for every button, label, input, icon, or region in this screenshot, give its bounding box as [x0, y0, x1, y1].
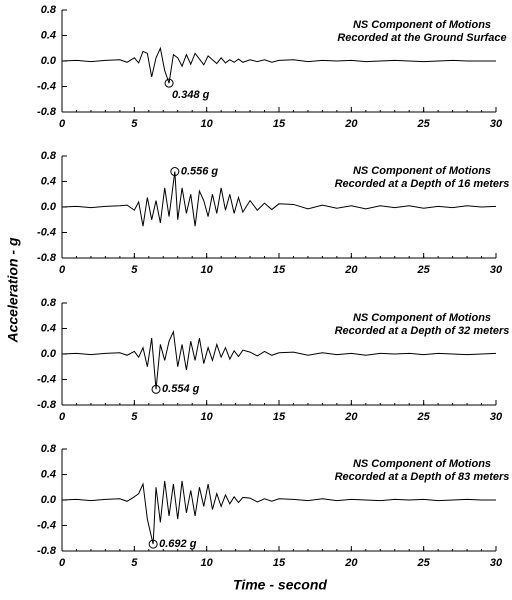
y-tick-label: -0.4 [37, 226, 56, 238]
panel-title: NS Component of Motions [353, 312, 491, 324]
y-tick-label: -0.8 [37, 106, 57, 118]
peak-marker [148, 539, 158, 549]
y-tick-label: -0.4 [37, 373, 56, 385]
x-tick-label: 30 [490, 264, 503, 276]
y-tick-label: -0.4 [37, 519, 56, 531]
x-tick-label: 15 [273, 118, 286, 130]
signal-line [61, 46, 496, 84]
x-tick-label: 5 [131, 411, 138, 423]
y-tick-label: -0.8 [37, 545, 57, 557]
signal-line [61, 480, 496, 545]
y-axis-label: Acceleration - g [5, 237, 21, 343]
x-tick-label: 15 [273, 264, 286, 276]
x-tick-label: 30 [490, 411, 503, 423]
x-tick-label: 25 [417, 118, 431, 130]
peak-marker [164, 78, 174, 88]
y-tick-label: 0.0 [41, 55, 57, 67]
x-tick-label: 0 [59, 264, 66, 276]
x-tick-label: 10 [201, 264, 214, 276]
y-tick-label: 0.8 [41, 297, 57, 309]
peak-label: 0.556 g [181, 165, 219, 177]
peak-label: 0.348 g [172, 89, 210, 101]
y-tick-label: 0.4 [41, 29, 56, 41]
y-tick-label: 0.8 [41, 150, 57, 162]
x-tick-label: 5 [131, 118, 138, 130]
x-axis-label: Time - second [233, 577, 327, 593]
signal-line [61, 171, 497, 227]
x-tick-label: 30 [490, 118, 503, 130]
panel-title: Recorded at the Ground Surface [337, 32, 506, 44]
x-tick-label: 0 [59, 118, 66, 130]
y-tick-label: 0.4 [41, 468, 56, 480]
y-tick-label: 0.0 [41, 494, 57, 506]
panel-title: Recorded at a Depth of 16 meters [335, 178, 510, 190]
x-tick-label: 10 [201, 411, 214, 423]
y-tick-label: 0.4 [41, 175, 56, 187]
panel-title: Recorded at a Depth of 83 meters [335, 471, 510, 483]
x-tick-label: 20 [344, 264, 358, 276]
panel-title: NS Component of Motions [353, 19, 491, 31]
peak-label: 0.554 g [162, 383, 200, 395]
panel-title: Recorded at a Depth of 32 meters [335, 325, 510, 337]
x-tick-label: 25 [417, 411, 431, 423]
x-tick-label: 20 [344, 557, 358, 569]
x-tick-label: 25 [417, 264, 431, 276]
y-tick-label: -0.8 [37, 399, 57, 411]
panel-title: NS Component of Motions [353, 165, 491, 177]
peak-marker [151, 384, 161, 394]
y-tick-label: 0.8 [41, 443, 57, 455]
peak-label: 0.692 g [159, 538, 197, 550]
x-tick-label: 15 [273, 557, 286, 569]
x-tick-label: 30 [490, 557, 503, 569]
x-tick-label: 10 [201, 557, 214, 569]
y-tick-label: 0.0 [41, 348, 57, 360]
x-tick-label: 0 [59, 411, 66, 423]
x-tick-label: 5 [131, 264, 138, 276]
y-tick-label: 0.4 [41, 322, 56, 334]
panel-title: NS Component of Motions [353, 458, 491, 470]
x-tick-label: 15 [273, 411, 286, 423]
x-tick-label: 5 [131, 557, 138, 569]
x-tick-label: 20 [344, 118, 358, 130]
y-tick-label: -0.8 [37, 252, 57, 264]
y-tick-label: 0.0 [41, 201, 57, 213]
y-tick-label: 0.8 [41, 4, 57, 16]
x-tick-label: 10 [201, 118, 214, 130]
x-tick-label: 0 [59, 557, 66, 569]
x-tick-label: 25 [417, 557, 431, 569]
signal-line [61, 329, 497, 390]
peak-marker [170, 167, 180, 177]
x-tick-label: 20 [344, 411, 358, 423]
y-tick-label: -0.4 [37, 80, 56, 92]
